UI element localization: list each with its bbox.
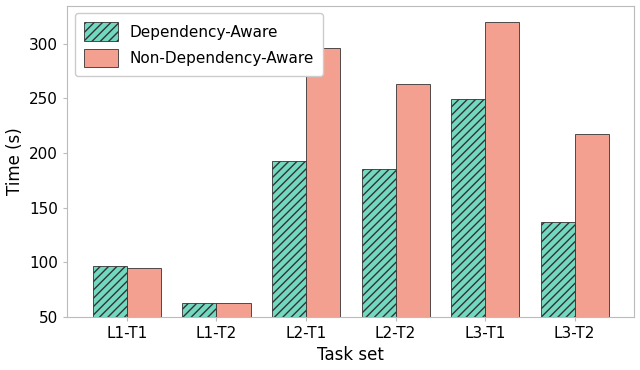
Bar xyxy=(451,100,485,370)
Bar xyxy=(127,268,161,370)
Legend: Dependency-Aware, Non-Dependency-Aware: Dependency-Aware, Non-Dependency-Aware xyxy=(75,13,323,77)
Bar xyxy=(362,169,396,370)
Bar xyxy=(541,222,575,370)
Bar xyxy=(93,266,127,370)
Bar xyxy=(182,303,216,370)
Bar xyxy=(216,303,250,370)
Y-axis label: Time (s): Time (s) xyxy=(6,127,24,195)
Bar xyxy=(575,134,609,370)
Bar xyxy=(485,22,519,370)
Bar xyxy=(396,84,429,370)
Bar xyxy=(272,161,306,370)
Bar xyxy=(306,48,340,370)
X-axis label: Task set: Task set xyxy=(317,346,384,364)
